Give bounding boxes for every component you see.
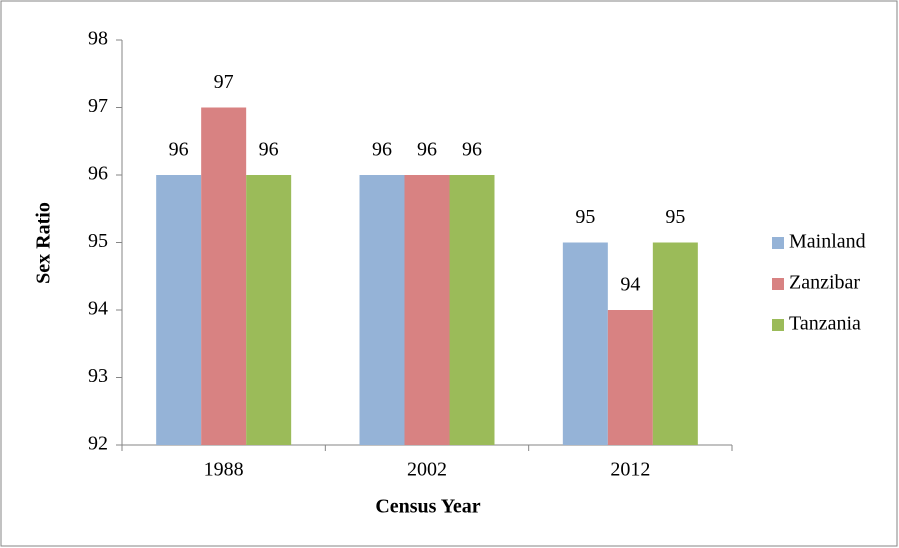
legend-swatch	[772, 319, 784, 331]
legend-label: Mainland	[789, 231, 866, 253]
data-label: 94	[620, 274, 640, 296]
x-tick-label: 2002	[407, 459, 447, 481]
data-label: 96	[259, 139, 279, 161]
bar	[201, 107, 247, 445]
y-tick-label: 94	[88, 298, 108, 320]
data-label: 96	[169, 139, 189, 161]
bar	[562, 242, 608, 445]
bar	[449, 175, 495, 445]
y-tick-label: 97	[88, 95, 108, 117]
y-tick-label: 98	[88, 28, 108, 50]
legend-label: Tanzania	[789, 313, 861, 335]
y-tick-label: 93	[88, 365, 108, 387]
bar	[607, 310, 653, 445]
x-axis-label: Census Year	[375, 496, 480, 518]
legend-label: Zanzibar	[789, 272, 860, 294]
data-label: 95	[665, 206, 685, 228]
y-axis-label: Sex Ratio	[33, 202, 55, 284]
data-label: 97	[214, 71, 234, 93]
data-label: 96	[372, 139, 392, 161]
data-label: 96	[417, 139, 437, 161]
y-tick-label: 92	[88, 433, 108, 455]
y-tick-label: 96	[88, 163, 108, 185]
bar	[652, 242, 698, 445]
data-label: 95	[575, 206, 595, 228]
legend-swatch	[772, 278, 784, 290]
bar	[404, 175, 450, 445]
x-tick-label: 1988	[204, 459, 244, 481]
legend-swatch	[772, 237, 784, 249]
bar	[246, 175, 292, 445]
y-tick-label: 95	[88, 230, 108, 252]
x-tick-label: 2012	[610, 459, 650, 481]
bar	[359, 175, 405, 445]
data-label: 96	[462, 139, 482, 161]
bar	[156, 175, 202, 445]
